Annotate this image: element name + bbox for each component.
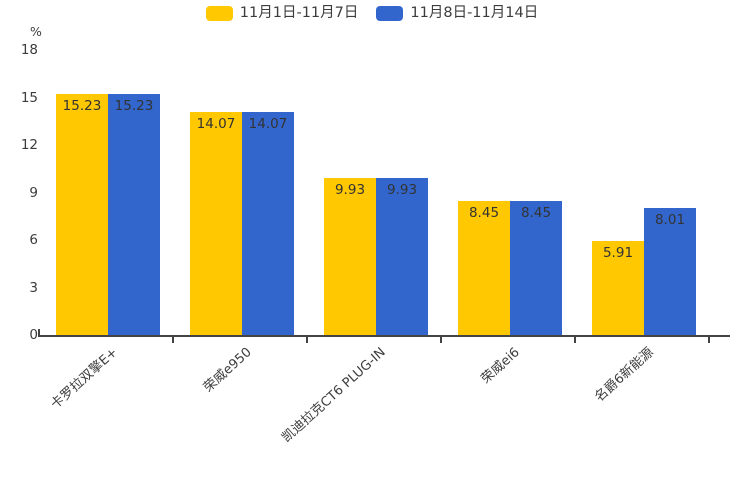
x-axis-tick-5 bbox=[708, 337, 710, 343]
bar-value-label: 8.45 bbox=[468, 205, 500, 222]
bar[interactable]: 15.23 bbox=[56, 93, 108, 335]
x-axis-category-label: 卡罗拉双擎E+ bbox=[48, 344, 121, 413]
bar-value-label: 14.07 bbox=[248, 116, 288, 133]
plot-area: 15.23 15.23 14.07 14.07 9.93 9.93 8.45 8.45 5.91… bbox=[44, 50, 730, 335]
legend-label-series-1: 11月1日-11月7日 bbox=[239, 5, 359, 22]
bar-value-label: 15.23 bbox=[114, 97, 154, 114]
y-axis-tick-labels: 18 15 12 9 6 3 0 bbox=[0, 42, 38, 343]
bar-value-label: 15.23 bbox=[62, 97, 102, 114]
y-tick-12: 12 bbox=[20, 137, 38, 153]
bar[interactable]: 5.91 bbox=[592, 241, 644, 335]
legend-item-series-2[interactable]: 11月8日-11月14日 bbox=[376, 6, 538, 21]
bar-value-label: 9.93 bbox=[386, 181, 418, 198]
bar-group: 15.23 15.23 bbox=[56, 50, 160, 335]
legend-swatch-blue-icon bbox=[376, 6, 404, 21]
bar[interactable]: 8.45 bbox=[458, 201, 510, 335]
legend-item-series-1[interactable]: 11月1日-11月7日 bbox=[205, 5, 359, 22]
x-axis-tick-2 bbox=[306, 337, 308, 343]
bar[interactable]: 14.07 bbox=[242, 112, 294, 335]
x-axis-tick-1 bbox=[172, 337, 174, 343]
bar-value-label: 9.93 bbox=[334, 181, 366, 198]
bar-value-label: 8.45 bbox=[520, 205, 552, 222]
bar-group: 14.07 14.07 bbox=[190, 50, 294, 335]
bar-group: 8.45 8.45 bbox=[458, 50, 562, 335]
bar[interactable]: 15.23 bbox=[108, 93, 160, 335]
bar-value-label: 14.07 bbox=[196, 116, 236, 133]
x-axis-category-label: 荣威ei6 bbox=[478, 344, 523, 387]
bar[interactable]: 8.01 bbox=[644, 208, 696, 335]
chart-legend: 11月1日-11月7日 11月8日-11月14日 bbox=[0, 6, 744, 21]
x-axis-category-label: 凯迪拉克CT6 PLUG-IN bbox=[279, 344, 389, 446]
x-axis-origin-tick bbox=[38, 329, 40, 337]
y-tick-15: 15 bbox=[20, 89, 38, 106]
bar-group: 5.91 8.01 bbox=[592, 50, 696, 335]
y-tick-6: 6 bbox=[29, 232, 38, 248]
bar[interactable]: 9.93 bbox=[376, 177, 428, 335]
legend-swatch-yellow-icon bbox=[205, 6, 233, 21]
bar[interactable]: 9.93 bbox=[324, 177, 376, 335]
y-tick-3: 3 bbox=[29, 279, 38, 296]
bar-value-label: 5.91 bbox=[602, 245, 634, 262]
bar-value-label: 8.01 bbox=[654, 212, 686, 229]
y-tick-18: 18 bbox=[20, 42, 38, 58]
y-tick-0: 0 bbox=[29, 327, 38, 343]
bar-group: 9.93 9.93 bbox=[324, 50, 428, 335]
y-axis-unit-label: % bbox=[30, 24, 42, 39]
y-tick-9: 9 bbox=[29, 184, 38, 201]
x-axis-line bbox=[38, 335, 730, 337]
bar[interactable]: 8.45 bbox=[510, 201, 562, 335]
x-axis-tick-3 bbox=[440, 337, 442, 343]
bar[interactable]: 14.07 bbox=[190, 112, 242, 335]
x-axis-tick-4 bbox=[574, 337, 576, 343]
legend-label-series-2: 11月8日-11月14日 bbox=[410, 5, 539, 22]
x-axis-category-label: 荣威e950 bbox=[200, 344, 255, 396]
x-axis-category-label: 名爵6新能源 bbox=[592, 344, 657, 406]
